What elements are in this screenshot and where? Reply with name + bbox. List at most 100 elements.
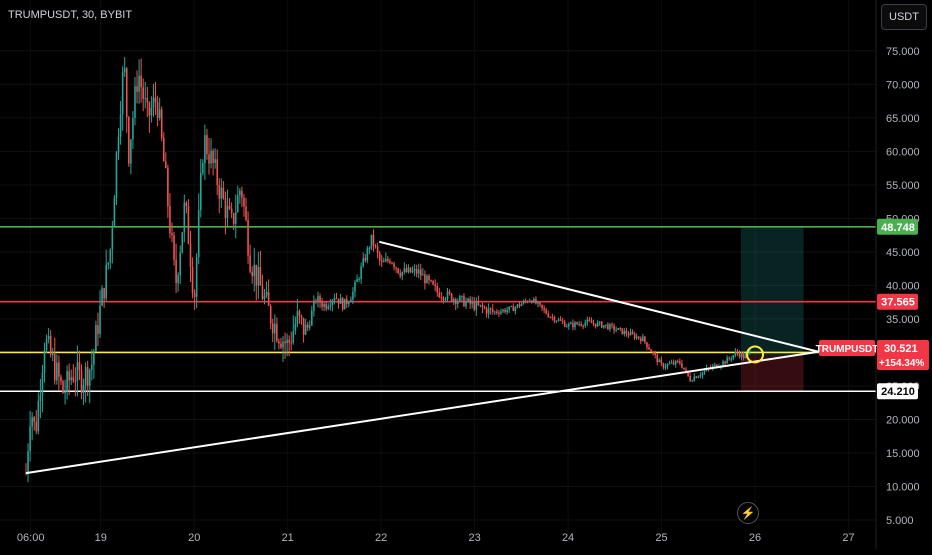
upper-trendline[interactable] (379, 240, 819, 353)
candle-body (545, 309, 548, 314)
candle-body (730, 358, 733, 360)
candle-body (311, 310, 313, 326)
candle-body (629, 332, 632, 336)
candle-body (156, 102, 159, 118)
candle-body (714, 364, 716, 366)
candle-body (479, 304, 482, 306)
candle-body (113, 197, 116, 227)
candle-body (586, 319, 589, 323)
y-tick-label: 45.000 (886, 247, 920, 259)
candle-body (514, 307, 517, 312)
candle-body (695, 376, 698, 378)
candle-body (123, 68, 126, 73)
candle-body (477, 301, 480, 305)
candle-body (80, 370, 83, 393)
candle-body (382, 261, 385, 263)
candle-body (31, 417, 33, 427)
x-tick-label: 27 (842, 532, 854, 544)
level-label-take-profit: 48.748 (881, 222, 915, 234)
candle-body (273, 323, 276, 334)
candle-body (105, 264, 107, 299)
candle-body (132, 117, 134, 140)
candles (25, 56, 751, 483)
candle-body (257, 267, 260, 286)
y-tick-label: 55.000 (886, 180, 920, 192)
candle-body (230, 208, 233, 214)
candle-body (195, 257, 198, 297)
candle-body (701, 372, 704, 376)
candle-body (43, 350, 46, 373)
symbol-title: TRUMPUSDT, 30, BYBIT (8, 9, 133, 21)
candle-body (302, 317, 305, 335)
candle-body (376, 246, 379, 253)
time-axis[interactable]: 06:00 19 20 21 22 23 24 25 26 27 (17, 532, 855, 544)
candle-body (677, 360, 679, 362)
horizontal-levels[interactable] (0, 225, 876, 393)
candle-body (51, 354, 54, 356)
candle-body (716, 364, 718, 368)
candle-body (600, 321, 603, 328)
candle-body (267, 292, 270, 306)
x-tick-label: 25 (655, 532, 667, 544)
candle-body (609, 324, 611, 330)
candle-body (446, 291, 449, 300)
trendlines[interactable] (25, 240, 819, 475)
candle-body (226, 205, 229, 218)
lightning-icon[interactable]: ⚡ (737, 502, 759, 524)
level-label-stop: 24.210 (881, 386, 915, 398)
candle-body (121, 72, 124, 115)
x-tick-label: 21 (282, 532, 294, 544)
candle-body (403, 268, 406, 272)
candle-body (576, 322, 578, 325)
candle-body (101, 288, 103, 306)
candle-body (444, 299, 447, 301)
candle-body (251, 271, 253, 277)
candle-body (740, 353, 743, 358)
candle-body (280, 343, 282, 348)
lower-trendline[interactable] (25, 350, 819, 475)
candle-body (41, 372, 44, 396)
candle-body (165, 161, 167, 168)
candle-body (658, 359, 661, 363)
candle-body (557, 319, 560, 321)
level-labels: 48.748 37.565 24.210 TRUMPUSDT 30.521 +154.34… (816, 218, 929, 400)
y-tick-label: 15.000 (886, 448, 920, 460)
candle-body (588, 319, 591, 321)
candle-body (325, 303, 327, 309)
candle-body (199, 173, 202, 211)
candle-body (428, 275, 430, 281)
candle-body (483, 307, 486, 309)
candle-body (39, 395, 42, 402)
candle-body (691, 380, 693, 382)
candle-body (341, 298, 344, 310)
candle-body (331, 300, 334, 306)
candle-body (424, 274, 426, 284)
candle-body (175, 259, 177, 284)
candle-body (183, 202, 186, 233)
candle-body (728, 357, 731, 359)
candle-body (518, 304, 521, 307)
candle-body (78, 362, 81, 371)
candle-body (685, 369, 687, 371)
currency-button[interactable]: USDT (881, 4, 927, 30)
candle-body (249, 255, 251, 272)
candle-body (189, 243, 192, 267)
candle-body (736, 351, 739, 354)
candle-body (60, 376, 62, 382)
candle-body (570, 322, 572, 325)
candle-body (432, 280, 434, 285)
candle-body (134, 86, 136, 118)
candle-body (639, 338, 642, 342)
candle-body (138, 75, 140, 92)
candle-body (45, 339, 48, 351)
y-tick-label: 70.000 (886, 79, 920, 91)
x-tick-label: 06:00 (17, 532, 45, 544)
candle-body (652, 352, 654, 354)
candle-body (732, 355, 735, 359)
candle-body (169, 206, 171, 233)
candle-body (335, 298, 338, 300)
candle-body (313, 300, 315, 311)
candle-body (204, 135, 206, 164)
